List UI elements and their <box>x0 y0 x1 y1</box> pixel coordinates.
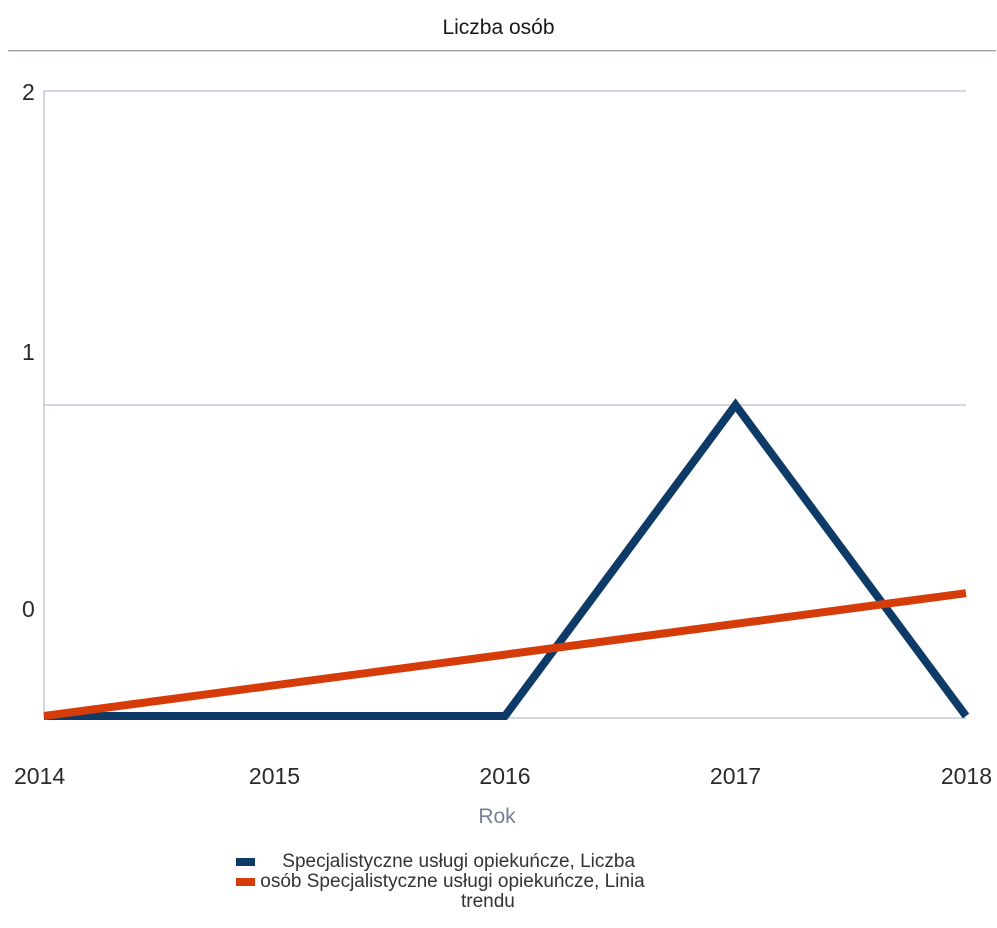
x-tick-label-2014: 2014 <box>14 763 65 789</box>
legend-text-line-2: osób Specjalistyczne usługi opiekuńcze, … <box>260 871 645 892</box>
series-line-2 <box>43 589 967 720</box>
x-tick-labels: 2014 2015 2016 2017 2018 <box>14 763 992 789</box>
x-tick-label-2015: 2015 <box>249 763 300 789</box>
x-tick-label-2016: 2016 <box>479 763 530 789</box>
y-tick-label-0: 0 <box>22 596 35 622</box>
line-chart: 0 1 2 2014 2015 2016 2017 2018 Rok <box>14 79 992 828</box>
y-tick-label-1: 1 <box>22 339 35 365</box>
x-tick-label-2017: 2017 <box>710 763 761 789</box>
title-divider <box>8 50 996 52</box>
chart-title: Liczba osób <box>442 16 555 39</box>
grid <box>43 90 966 719</box>
y-tick-label-2: 2 <box>22 79 35 105</box>
legend-swatch-series-2 <box>236 877 255 886</box>
y-tick-labels: 0 1 2 <box>22 79 35 622</box>
series-line-1 <box>44 398 970 720</box>
x-axis-label: Rok <box>478 805 516 828</box>
x-tick-label-2018: 2018 <box>941 763 992 789</box>
legend-text-line-3: trendu <box>461 891 515 912</box>
series-lines <box>43 398 970 720</box>
legend-text-line-1: Specjalistyczne usługi opiekuńcze, Liczb… <box>282 851 636 872</box>
legend: Specjalistyczne usługi opiekuńcze, Liczb… <box>236 852 736 912</box>
legend-swatch-series-1 <box>236 857 255 866</box>
